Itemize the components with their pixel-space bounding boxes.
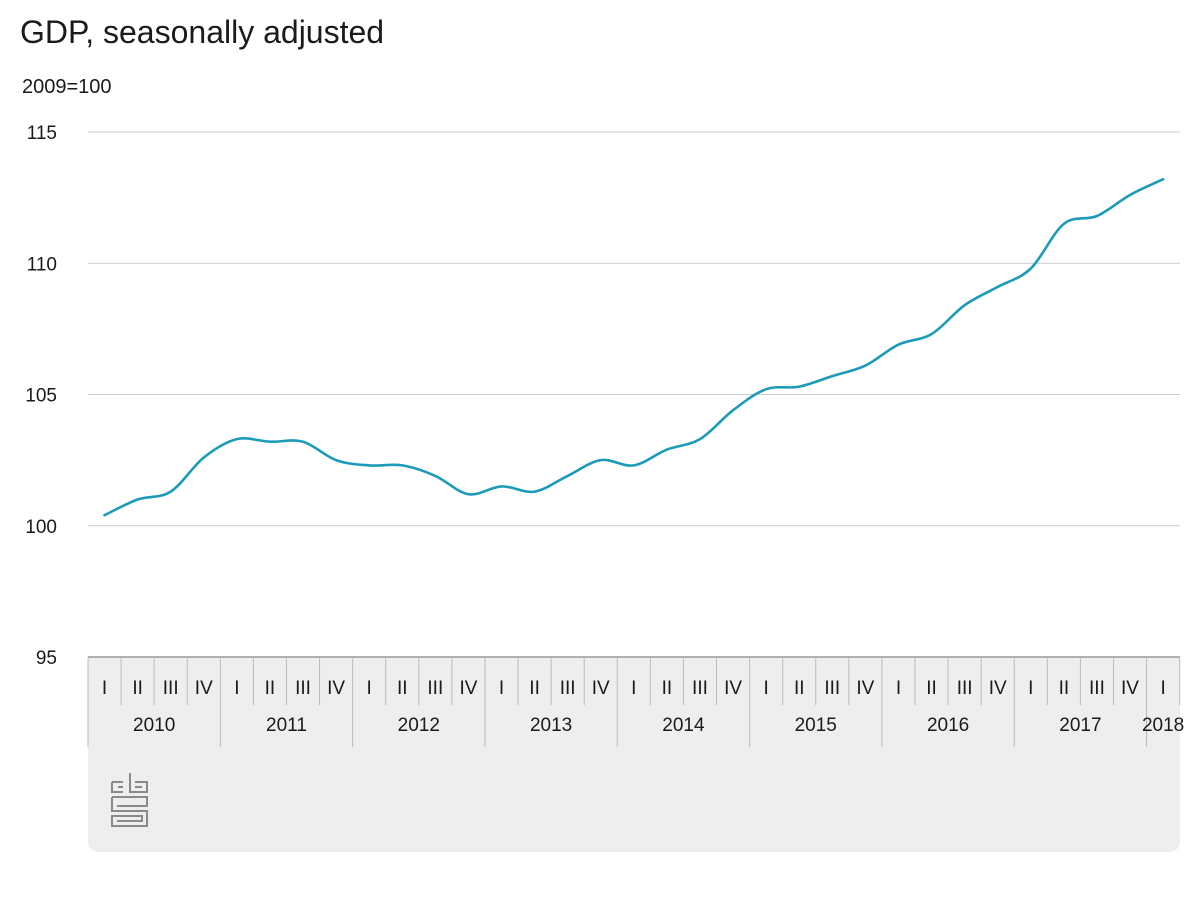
x-tick-label: II bbox=[529, 678, 540, 699]
x-tick-label: III bbox=[692, 678, 708, 699]
x-year-label: 2015 bbox=[795, 715, 837, 736]
x-tick-label: II bbox=[794, 678, 805, 699]
x-tick-label: IV bbox=[195, 678, 213, 699]
x-year-label: 2014 bbox=[662, 715, 705, 736]
x-tick-label: II bbox=[265, 678, 276, 699]
x-axis-band bbox=[88, 657, 1180, 852]
x-tick-label: III bbox=[560, 678, 576, 699]
x-tick-label: II bbox=[926, 678, 937, 699]
cbs-logo-icon bbox=[111, 773, 148, 827]
x-year-label: 2010 bbox=[133, 715, 175, 736]
y-tick-label: 105 bbox=[25, 386, 57, 407]
x-tick-label: III bbox=[824, 678, 840, 699]
x-tick-label: III bbox=[163, 678, 179, 699]
chart-title: GDP, seasonally adjusted bbox=[20, 14, 385, 50]
x-tick-label: II bbox=[132, 678, 143, 699]
x-tick-label: III bbox=[427, 678, 443, 699]
series-layer bbox=[103, 177, 1165, 517]
x-tick-label: III bbox=[1089, 678, 1105, 699]
x-tick-label: III bbox=[295, 678, 311, 699]
x-tick-label: IV bbox=[989, 678, 1007, 699]
x-tick-label: I bbox=[1028, 678, 1033, 699]
y-tick-label: 110 bbox=[27, 254, 57, 275]
x-tick-label: I bbox=[102, 678, 107, 699]
y-tick-label: 115 bbox=[27, 123, 57, 144]
x-year-label: 2017 bbox=[1059, 715, 1101, 736]
x-tick-label: I bbox=[1160, 678, 1165, 699]
x-tick-label: IV bbox=[1121, 678, 1139, 699]
x-year-label: 2011 bbox=[266, 715, 307, 736]
x-tick-label: I bbox=[896, 678, 901, 699]
x-tick-label: IV bbox=[724, 678, 742, 699]
x-tick-label: I bbox=[499, 678, 504, 699]
x-year-label: 2016 bbox=[927, 715, 969, 736]
x-year-label: 2012 bbox=[398, 715, 440, 736]
x-tick-label: I bbox=[234, 678, 239, 699]
grid-layer: 95 100 105 110 115 bbox=[25, 123, 1180, 669]
x-tick-label: III bbox=[957, 678, 973, 699]
x-tick-label: I bbox=[367, 678, 372, 699]
x-tick-label: II bbox=[397, 678, 408, 699]
x-year-label: 2018 bbox=[1142, 715, 1184, 736]
x-tick-label: II bbox=[662, 678, 673, 699]
x-tick-label: I bbox=[631, 678, 636, 699]
series-line bbox=[103, 177, 1165, 517]
x-tick-label: IV bbox=[856, 678, 874, 699]
x-axis: I II III IV I II III IV I II III IV I II III IV I II III IV… bbox=[87, 656, 1184, 747]
chart-subtitle: 2009=100 bbox=[22, 76, 112, 98]
y-tick-label: 95 bbox=[36, 648, 57, 669]
x-tick-label: I bbox=[763, 678, 768, 699]
x-tick-label: II bbox=[1059, 678, 1070, 699]
x-tick-label: IV bbox=[459, 678, 477, 699]
x-tick-label: IV bbox=[592, 678, 610, 699]
x-year-label: 2013 bbox=[530, 715, 572, 736]
y-tick-label: 100 bbox=[25, 517, 57, 538]
x-tick-label: IV bbox=[327, 678, 345, 699]
